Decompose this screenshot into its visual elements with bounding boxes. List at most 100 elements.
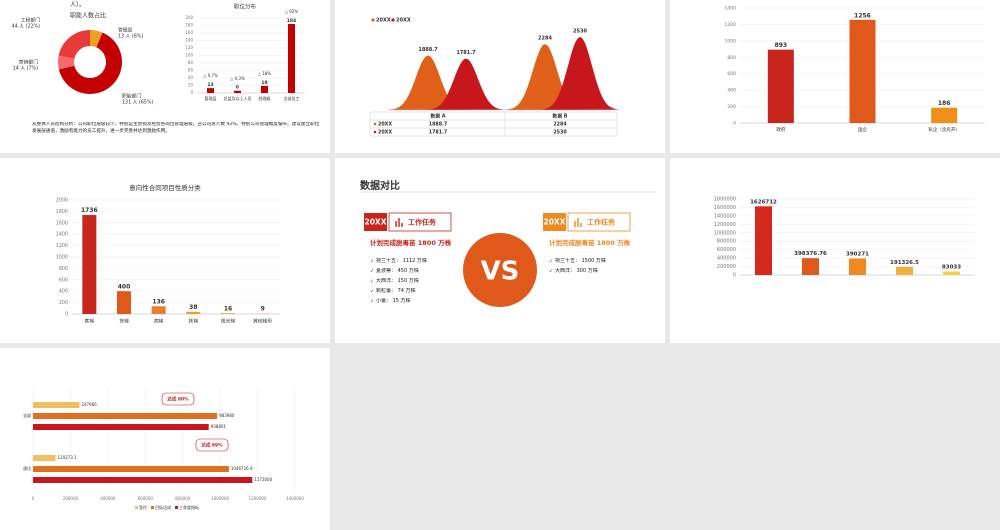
legend-label: 签约 — [139, 504, 147, 510]
annotation: △ 0.3% — [230, 76, 245, 81]
check: ✓ — [370, 279, 374, 285]
x-tick-label: 病梯 — [154, 317, 164, 324]
x-tick-label: 观光梯 — [221, 317, 236, 324]
peak — [540, 37, 620, 110]
table-cell: 2284 — [553, 122, 567, 128]
list-item-box: 荷兰十五： 1112 万株 — [376, 258, 427, 264]
y-tick-label: 1800000 — [714, 197, 736, 203]
x-tick-label: 扶梯 — [189, 317, 199, 324]
donut-slice — [58, 55, 75, 70]
label: 工作任务 — [587, 218, 616, 227]
table-header: 数据 B — [553, 113, 568, 120]
bar — [33, 402, 80, 408]
bar — [767, 49, 794, 124]
peak — [388, 55, 468, 110]
panel — [670, 0, 1000, 153]
slice-label: 营销部门 — [19, 59, 38, 66]
value-label: 6 — [236, 85, 239, 91]
value-label: 1736 — [81, 207, 98, 214]
legend-marker — [371, 18, 375, 22]
slice-label: 职能部门 — [122, 93, 141, 100]
y-tick-label: 1000 — [725, 38, 737, 44]
value-label: 400 — [118, 283, 131, 290]
y-tick-label: 1400 — [56, 232, 68, 238]
x-tick-label: 经理级 — [259, 95, 271, 101]
y-tick-label: 1000000 — [714, 230, 736, 236]
y-tick-label: 2000 — [56, 198, 68, 204]
legend-label: 目标达成 — [155, 504, 171, 510]
bar — [186, 311, 201, 314]
list-item-box: 大西洋： 300 万株 — [555, 268, 598, 274]
list-item: 大西洋： 300 万株 — [555, 268, 598, 274]
analysis-text-box: 从整体人员结构分析：公司职位层级较少，特别是主营销及经营各岗位管理层级，占公司总… — [32, 122, 319, 134]
bar — [33, 477, 253, 483]
slice-label: 管理层 — [118, 27, 133, 34]
y-tick-label: 200 — [185, 15, 193, 20]
y-tick-label: 400 — [727, 88, 736, 94]
bar — [33, 424, 209, 430]
panel — [335, 0, 665, 153]
legend-swatch — [175, 506, 178, 509]
x-tick-label: 政府 — [776, 126, 785, 133]
x-tick-label: 其他梯形 — [253, 317, 272, 324]
value-label: 191326.5 — [890, 260, 919, 266]
x-tick-label: 总监及以上人员 — [224, 95, 252, 101]
label: 工作任务 — [408, 218, 437, 227]
check: ✓ — [549, 269, 553, 275]
headline-box: 计划完成脱毒苗 1800 万株 — [549, 239, 630, 247]
x-tick-label: 全部员工 — [284, 95, 300, 101]
value-label: 19 — [261, 80, 267, 86]
y-tick-label: 400 — [59, 289, 68, 295]
check: ✓ — [370, 269, 374, 275]
legend-swatch — [135, 506, 138, 509]
value-label: 9 — [261, 306, 265, 313]
table-cell: 1781.7 — [429, 130, 448, 136]
x-tick-label: 0 — [32, 496, 35, 501]
annotation: △ 92% — [285, 9, 298, 14]
label-box — [388, 212, 452, 232]
tag-box — [543, 213, 566, 231]
y-tick-label: 1200000 — [714, 222, 736, 228]
x-tick-label: 200000 — [63, 496, 79, 501]
callout — [195, 438, 229, 452]
x-tick-label: 私企（含房开） — [928, 126, 960, 133]
chart-title: 职能人数占比 — [70, 12, 106, 20]
y-tick-label: 0 — [190, 90, 193, 95]
peak — [426, 58, 506, 110]
slice-label: 工程部门 — [21, 17, 40, 24]
y-tick-label: 全部 — [23, 412, 31, 418]
tag: 20XX — [364, 218, 386, 227]
legend-marker — [391, 18, 395, 22]
x-tick-label: 货梯 — [119, 317, 129, 324]
value-label: 120273.1 — [58, 455, 78, 460]
value-label: 398376.76 — [794, 251, 827, 257]
table-cell: 2530 — [553, 130, 567, 136]
value-label: 893 — [775, 42, 788, 49]
y-tick-label: 1600000 — [714, 205, 736, 211]
y-tick-label: 600 — [727, 71, 736, 77]
y-tick-label: 1200 — [725, 22, 737, 28]
text-fragment: 人）。 — [70, 2, 85, 9]
list-item: 夏波蒂： 450 万株 — [376, 268, 419, 274]
value-label: 1781.7 — [456, 50, 476, 56]
bar — [755, 206, 772, 275]
x-tick-label: 国企 — [858, 126, 867, 133]
legend-label: 三季度指标 — [179, 504, 199, 510]
annotation: △ 9.7% — [203, 73, 218, 78]
x-tick-label: 客梯 — [85, 317, 95, 324]
y-tick-label: 1600 — [56, 220, 68, 226]
label-box — [567, 212, 631, 232]
check: ✓ — [370, 299, 374, 305]
slice-value-label: 14 人 (7%) — [13, 66, 38, 72]
y-tick-label: 1400 — [725, 6, 737, 12]
list-item: 颗粒薯： 74 万株 — [376, 288, 416, 294]
bar — [234, 90, 241, 93]
value-label: 2530 — [573, 29, 587, 35]
value-label: 136 — [152, 298, 165, 305]
y-tick-label: 100 — [185, 53, 193, 58]
bar — [33, 466, 229, 472]
check: ✓ — [370, 289, 374, 295]
value-label: 1172000 — [254, 477, 272, 482]
bar — [849, 19, 876, 124]
